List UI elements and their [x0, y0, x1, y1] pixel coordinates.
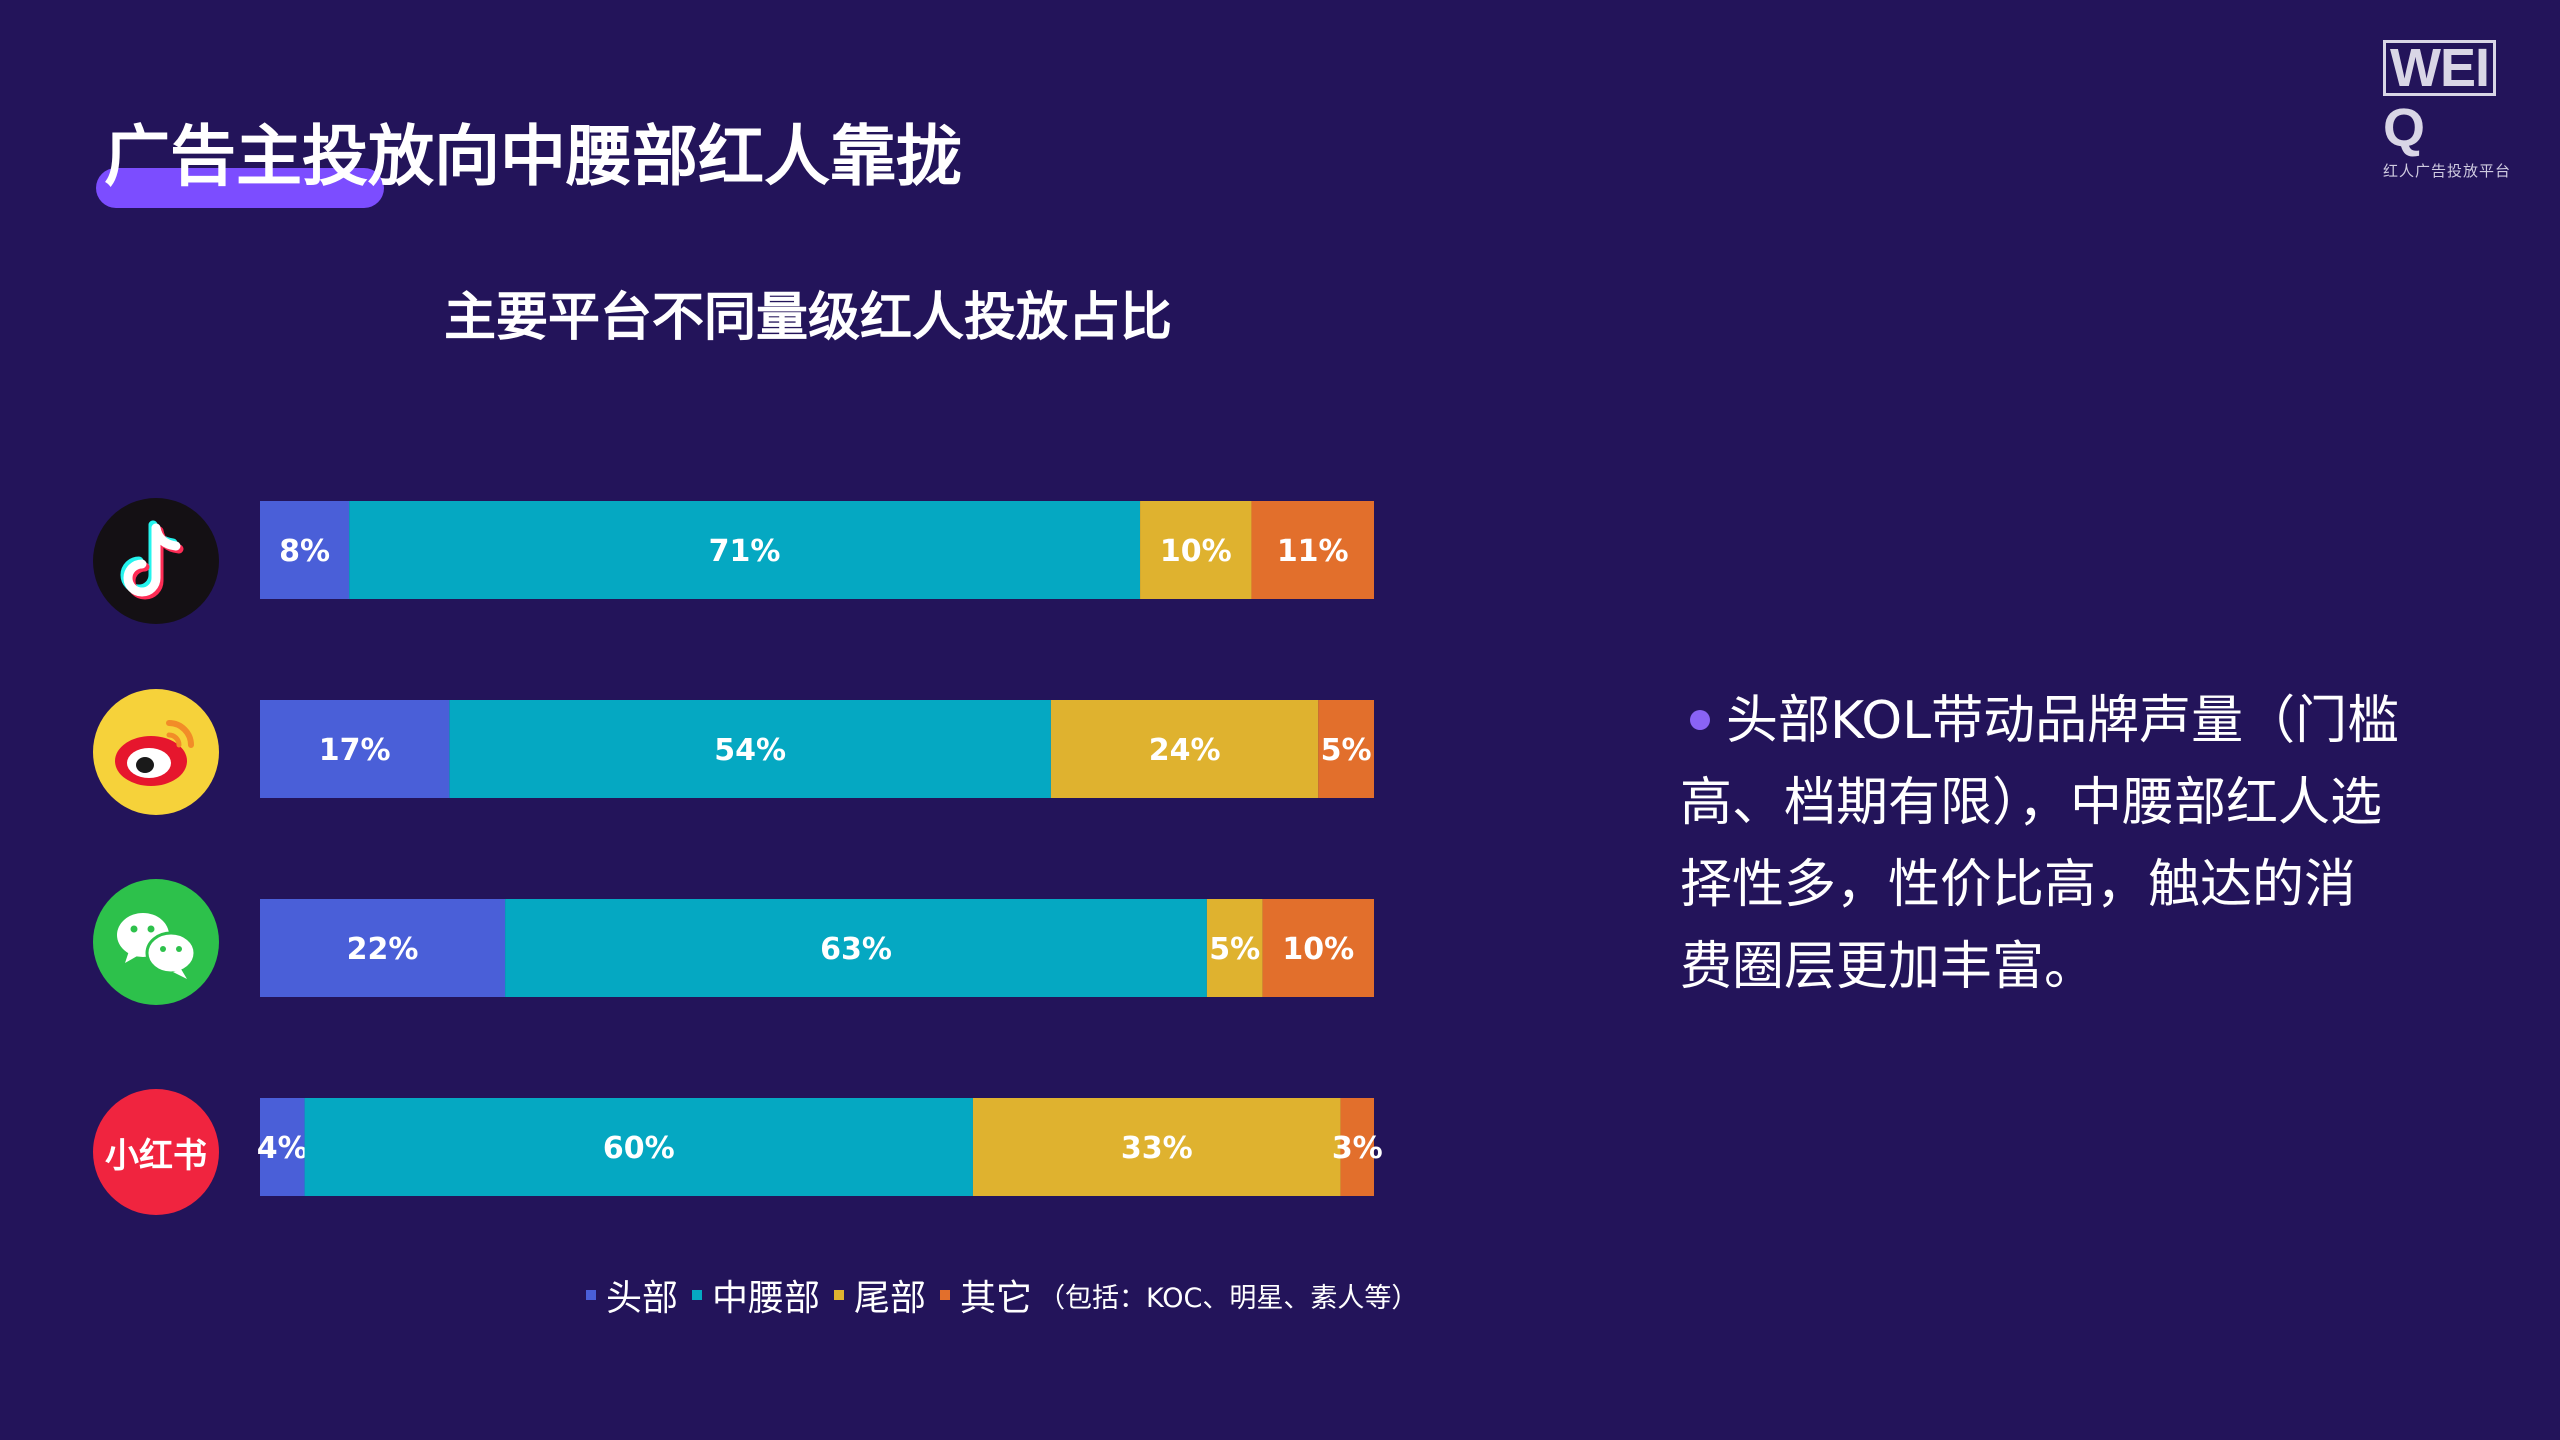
- xiaohongshu-label: 小红书: [105, 1135, 207, 1176]
- insight-text: 头部KOL带动品牌声量（门槛高、档期有限），中腰部红人选择性多，性价比高，触达的…: [1680, 691, 2400, 997]
- wechat-icon: [93, 879, 219, 1005]
- legend-item-tail: 尾部: [834, 1269, 926, 1321]
- bar-segment-tail-row4: [972, 1098, 1341, 1196]
- legend-label-mid: 中腰部: [712, 1278, 821, 1319]
- bar-segment-head-row2: [260, 700, 450, 798]
- legend-swatch-head: [586, 1290, 596, 1300]
- bar-segment-tail-row3: [1206, 899, 1263, 997]
- xiaohongshu-icon: 小红书: [93, 1089, 219, 1215]
- legend-item-other: 其它 （包括：KOC、明星、素人等）: [940, 1269, 1418, 1321]
- bar-segment-head-row3: [260, 899, 506, 997]
- bar-segment-head-row1: [260, 501, 350, 599]
- legend-swatch-other: [940, 1290, 951, 1300]
- bar-segment-tail-row2: [1050, 700, 1319, 798]
- bar-segment-other-row4: [1340, 1098, 1374, 1196]
- bar-label-other-row2: 5%: [1321, 733, 1372, 768]
- insight-note: 头部KOL带动品牌声量（门槛高、档期有限），中腰部红人选择性多，性价比高，触达的…: [1680, 680, 2400, 1008]
- bar-segment-mid-row3: [505, 899, 1207, 997]
- logo-mark-boxed: WEI: [2383, 40, 2496, 96]
- legend-swatch-mid: [692, 1290, 703, 1300]
- bar-segment-mid-row4: [304, 1098, 973, 1196]
- legend-item-head: 头部: [586, 1269, 678, 1321]
- title-highlight: [96, 168, 384, 208]
- weibo-icon: [93, 689, 219, 815]
- bar-segment-tail-row1: [1140, 501, 1252, 599]
- logo-mark-tail: Q: [2383, 98, 2425, 158]
- bar-label-tail-row1: 10%: [1160, 534, 1232, 569]
- bar-label-other-row3: 10%: [1282, 932, 1354, 967]
- chart-title: 主要平台不同量级红人投放占比: [443, 288, 1172, 348]
- page-title: 广告主投放向中腰部红人靠拢: [104, 118, 962, 195]
- bar-label-tail-row2: 24%: [1149, 733, 1221, 768]
- bar-label-mid-row1: 71%: [709, 534, 781, 569]
- legend-item-mid: 中腰部: [692, 1269, 820, 1321]
- bar-label-head-row1: 8%: [279, 534, 330, 569]
- logo-tagline: 红人广告投放平台: [2383, 162, 2512, 180]
- weiq-logo: WEIQ 红人广告投放平台: [2383, 38, 2523, 181]
- bar-label-head-row4: 4%: [257, 1131, 308, 1166]
- bar-label-other-row4: 3%: [1332, 1131, 1383, 1166]
- bar-segment-mid-row2: [449, 700, 1051, 798]
- bar-segment-other-row1: [1251, 501, 1374, 599]
- legend-label-head: 头部: [606, 1278, 679, 1319]
- bar-label-tail-row3: 5%: [1209, 932, 1260, 967]
- douyin-icon: [93, 498, 219, 624]
- bar-label-other-row1: 11%: [1277, 534, 1349, 569]
- bar-label-mid-row4: 60%: [603, 1131, 675, 1166]
- bar-segment-head-row4: [260, 1098, 305, 1196]
- bar-segment-mid-row1: [349, 501, 1141, 599]
- logo-mark: WEIQ: [2383, 38, 2523, 158]
- bullet-dot: [1690, 710, 1710, 730]
- bar-label-mid-row2: 54%: [714, 733, 786, 768]
- bar-label-tail-row4: 33%: [1121, 1131, 1193, 1166]
- legend-label-tail: 尾部: [854, 1278, 927, 1319]
- bar-label-mid-row3: 63%: [820, 932, 892, 967]
- legend-label-other: 其它: [960, 1278, 1033, 1319]
- bar-segment-other-row2: [1318, 700, 1374, 798]
- legend-note: （包括：KOC、明星、素人等）: [1038, 1282, 1419, 1314]
- bar-label-head-row2: 17%: [319, 733, 391, 768]
- bar-segment-other-row3: [1262, 899, 1374, 997]
- bar-label-head-row3: 22%: [347, 932, 419, 967]
- legend-swatch-tail: [834, 1290, 845, 1300]
- chart-legend: 头部 中腰部 尾部 其它 （包括：KOC、明星、素人等）: [586, 1270, 1432, 1320]
